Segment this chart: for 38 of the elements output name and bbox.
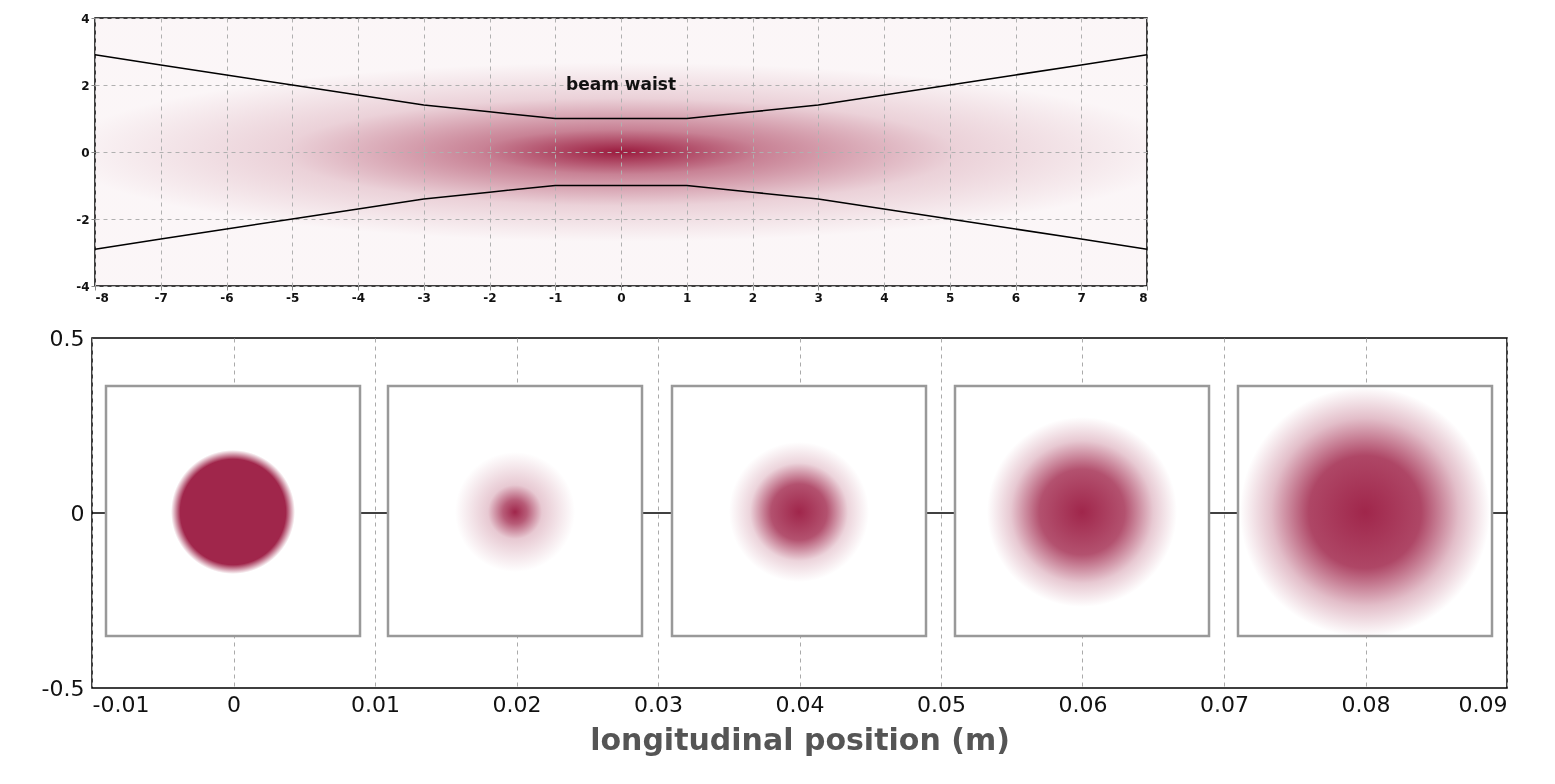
x-tick-label: -2 (483, 290, 497, 305)
x-tick-label: 0.09 (1458, 691, 1508, 717)
x-tick-label: 6 (1011, 290, 1021, 305)
x-tick-label: -0.01 (92, 691, 150, 717)
x-tick-label: 0 (617, 290, 626, 305)
x-tick-label: 0.07 (1200, 691, 1249, 717)
x-tick-label: -7 (154, 290, 168, 305)
x-tick-label: -1 (549, 290, 563, 305)
y-tick-label: -0.5 (41, 675, 85, 701)
y-tick-label: -4 (76, 279, 90, 294)
x-tick-label: 7 (1077, 290, 1086, 305)
x-tick-label: 4 (880, 290, 889, 305)
annotation: beam waist (565, 74, 677, 94)
x-axis-title: longitudinal position (m) (590, 721, 1010, 757)
x-tick-label: -6 (220, 290, 234, 305)
y-tick-label: 0 (70, 500, 85, 526)
x-tick-label: -8 (95, 290, 109, 305)
x-tick-label: -5 (286, 290, 300, 305)
y-tick-label: 0 (81, 145, 90, 160)
x-tick-label: 5 (946, 290, 955, 305)
x-tick-label: 0.02 (492, 691, 542, 717)
y-tick-label: 4 (81, 11, 90, 26)
x-tick-label: 0 (227, 691, 241, 717)
x-tick-label: 0.05 (917, 691, 966, 717)
x-tick-label: 1 (683, 290, 692, 305)
y-tick-label: 2 (81, 78, 90, 93)
x-tick-label: 8 (1139, 290, 1148, 305)
x-tick-label: -4 (351, 290, 366, 305)
x-tick-label: 0.03 (634, 691, 683, 717)
x-tick-label: 2 (748, 290, 758, 305)
y-tick-label: -2 (76, 212, 90, 227)
x-tick-label: 0.06 (1058, 691, 1108, 717)
x-tick-label: 0.08 (1341, 691, 1391, 717)
x-tick-label: 0.04 (775, 691, 825, 717)
y-tick-label: 0.5 (49, 325, 85, 351)
x-tick-label: 0.01 (351, 691, 400, 717)
x-tick-label: -3 (417, 290, 431, 305)
x-tick-label: 3 (814, 290, 823, 305)
